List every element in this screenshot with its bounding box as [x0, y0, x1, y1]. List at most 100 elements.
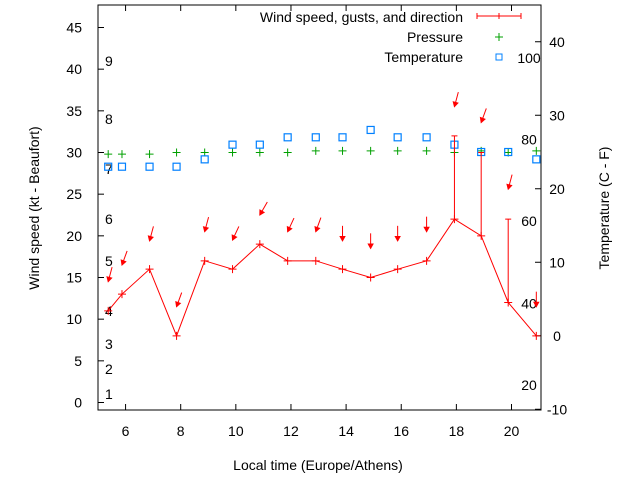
legend-mark-pressure: [495, 33, 503, 41]
legend-mark-temperature: [495, 53, 503, 61]
beaufort-label: 8: [105, 111, 113, 127]
wind-direction-arrowhead: [259, 209, 266, 216]
wind-speed-point: [366, 273, 375, 282]
wind-speed-point: [104, 306, 113, 315]
pressure-point: [366, 146, 375, 155]
beaufort-label: 3: [105, 336, 113, 352]
gust-bar: [478, 152, 485, 236]
wind-speed-point: [255, 240, 264, 249]
y-tick-label: 0: [74, 395, 82, 411]
temperature-point: [393, 133, 402, 142]
pressure-point: [311, 146, 320, 155]
beaufort-label: 7: [105, 161, 113, 177]
x-tick-label: 10: [228, 423, 244, 439]
wind-direction-arrowhead: [231, 234, 238, 241]
wind-direction-arrowhead: [147, 235, 154, 242]
wind-speed-point: [172, 331, 181, 340]
pressure-point: [117, 150, 126, 159]
wind-direction-arrowhead: [175, 300, 182, 308]
y2-tick-label: 10: [549, 254, 565, 270]
pressure-point: [338, 146, 347, 155]
temperature-point: [255, 140, 264, 149]
x-tick-label: 12: [283, 423, 299, 439]
wind-speed-point: [422, 256, 431, 265]
pressure-point: [255, 148, 264, 157]
temperature-point: [532, 155, 541, 164]
beaufort-label: 5: [105, 253, 113, 269]
fahrenheit-label: 100: [517, 50, 541, 66]
temperature-point: [311, 133, 320, 142]
y-axis-label: Wind speed (kt - Beaufort): [26, 126, 42, 289]
beaufort-label: 9: [105, 53, 113, 69]
wind-speed-point: [145, 265, 154, 274]
legend-mark-wind: [476, 13, 522, 19]
gust-bar: [505, 218, 512, 303]
pressure-point: [145, 150, 154, 159]
beaufort-label: 1: [105, 386, 113, 402]
fahrenheit-label: 80: [521, 132, 537, 148]
x-tick-label: 20: [504, 423, 520, 439]
wind-direction-arrowhead: [452, 101, 459, 108]
wind-direction-arrowhead: [367, 243, 374, 250]
wind-direction-arrowhead: [120, 259, 127, 266]
wind-direction-arrowhead: [533, 301, 540, 308]
pressure-point: [532, 146, 541, 155]
wind-direction-arrowhead: [506, 183, 513, 191]
temperature-point: [104, 162, 113, 171]
temperature-point: [422, 133, 431, 142]
x-axis-label: Local time (Europe/Athens): [233, 457, 403, 473]
plot-frame: [97, 4, 542, 411]
beaufort-label: 6: [105, 211, 113, 227]
wind-speed-point: [283, 256, 292, 265]
pressure-point: [228, 148, 237, 157]
wind-direction-arrowhead: [106, 276, 113, 283]
y-tick-label: 40: [66, 61, 82, 77]
pressure-point: [393, 146, 402, 155]
temperature-point: [200, 155, 209, 164]
wind-direction-arrowhead: [202, 226, 210, 233]
y-tick-label: 5: [74, 353, 82, 369]
pressure-point: [283, 148, 292, 157]
y2-axis-label: Temperature (C - F): [596, 147, 612, 270]
pressure-point: [172, 148, 181, 157]
pressure-point: [200, 148, 209, 157]
temperature-point: [366, 125, 375, 135]
data-marks: [104, 92, 541, 340]
beaufort-label: 2: [105, 361, 113, 377]
wind-speed-point: [311, 256, 320, 265]
x-tick-label: 8: [177, 423, 185, 439]
wind-speed-line: [107, 218, 537, 338]
pressure-point: [422, 146, 431, 155]
fahrenheit-label: 20: [521, 377, 537, 393]
fahrenheit-label: 40: [521, 295, 537, 311]
y2-tick-label: 0: [553, 328, 561, 344]
temperature-point: [338, 133, 347, 142]
wind-speed-point: [532, 331, 541, 340]
wind-direction-arrowhead: [286, 225, 293, 233]
y-tick-label: 35: [66, 103, 82, 119]
temperature-point: [283, 133, 292, 142]
wind-direction-arrowhead: [339, 235, 346, 242]
y-tick-label: 20: [66, 228, 82, 244]
wind-direction-arrowhead: [394, 235, 401, 242]
axis-ticks: 6 8 10 12 14 16 18 20051015202530354045-1001020…: [66, 5, 567, 439]
y2-tick-label: -10: [547, 401, 567, 417]
y-tick-label: 15: [66, 270, 82, 286]
wind-direction-arrowhead: [479, 116, 486, 124]
wind-speed-point: [338, 265, 347, 274]
y2-tick-label: 40: [549, 34, 565, 50]
wind-speed-point: [200, 256, 209, 265]
wind-speed-point: [393, 265, 402, 274]
wind-speed-point: [117, 290, 126, 299]
temperature-point: [117, 162, 127, 171]
x-tick-label: 18: [449, 423, 465, 439]
legend-label-temperature: Temperature: [384, 49, 463, 65]
y-tick-label: 10: [66, 311, 82, 327]
legend: Wind speed, gusts, and direction Pressur…: [260, 9, 522, 65]
y-tick-label: 30: [66, 145, 82, 161]
temperature-point: [228, 140, 237, 149]
x-tick-label: 16: [393, 423, 409, 439]
fahrenheit-label: 60: [521, 213, 537, 229]
y-tick-label: 25: [66, 186, 82, 202]
